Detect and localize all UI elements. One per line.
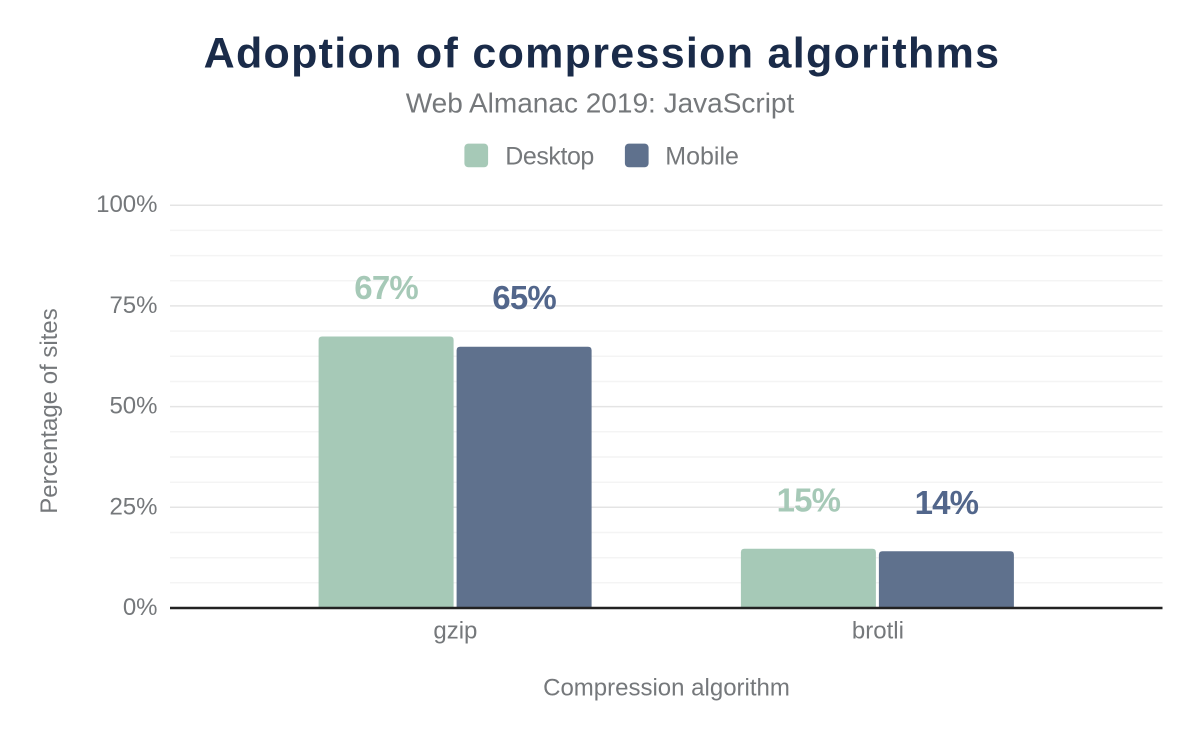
svg-text:50%: 50% <box>109 393 157 420</box>
svg-text:65%: 65% <box>492 279 556 316</box>
svg-text:0%: 0% <box>123 594 158 621</box>
svg-text:75%: 75% <box>109 292 157 319</box>
svg-text:14%: 14% <box>915 484 979 521</box>
svg-text:Adoption of compression algori: Adoption of compression algorithms <box>204 30 1001 78</box>
svg-text:Percentage of sites: Percentage of sites <box>36 308 63 513</box>
svg-text:25%: 25% <box>109 493 157 520</box>
svg-text:brotli: brotli <box>852 617 904 644</box>
svg-text:15%: 15% <box>777 481 841 518</box>
svg-text:Compression algorithm: Compression algorithm <box>543 675 790 702</box>
svg-text:67%: 67% <box>354 269 418 306</box>
svg-text:Web Almanac 2019: JavaScript: Web Almanac 2019: JavaScript <box>406 87 795 118</box>
svg-text:Desktop: Desktop <box>505 143 594 171</box>
svg-text:Mobile: Mobile <box>665 143 739 171</box>
svg-text:gzip: gzip <box>433 617 477 644</box>
svg-text:100%: 100% <box>96 191 157 218</box>
